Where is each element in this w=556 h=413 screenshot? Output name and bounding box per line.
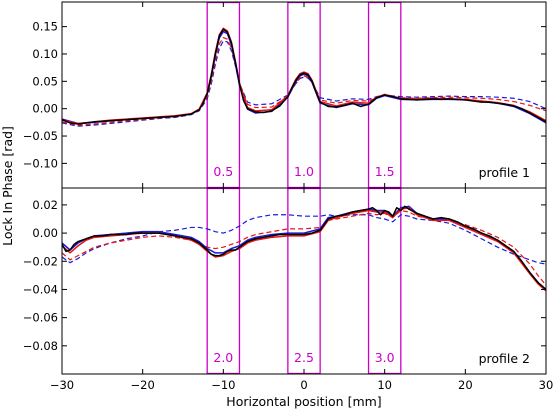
series-line-solid-blue	[62, 30, 546, 125]
plot-frame	[61, 187, 547, 375]
panel-label: profile 1	[479, 165, 530, 180]
y-tick-label: 0.10	[32, 47, 58, 61]
y-tick-label: −0.02	[23, 254, 58, 268]
series-line-solid-black	[62, 205, 546, 291]
series-line-solid-black	[62, 28, 546, 125]
y-tick-label: −0.10	[23, 156, 58, 170]
region-box	[206, 187, 241, 375]
region-box-label: 0.5	[213, 164, 233, 179]
y-tick-label: 0.02	[32, 198, 58, 212]
plot-frame	[61, 1, 547, 189]
series-line-dashed-red	[62, 209, 546, 286]
region-box-label: 2.0	[213, 350, 233, 365]
series-line-solid-blue	[62, 205, 546, 291]
x-tick-label: −10	[211, 378, 235, 392]
x-axis-label: Horizontal position [mm]	[226, 394, 381, 409]
x-axis: −30 −20 −10 0 10 20 30	[50, 378, 553, 392]
y-tick-label: −0.06	[23, 311, 58, 325]
profile-2-panel: 2.0 2.5 3.0 0.02 0.00 −0.02 −0.04 −0.06 −0.08 pro…	[23, 187, 547, 375]
x-tick-label: −20	[131, 378, 155, 392]
region-box-label: 1.0	[294, 164, 314, 179]
x-tick-label: −30	[50, 378, 74, 392]
y-tick-label: −0.05	[23, 129, 58, 143]
x-tick-label: 0	[300, 378, 307, 392]
y-tick-label: 0.15	[32, 20, 58, 34]
series-line-solid-red	[62, 206, 546, 292]
profile-1-panel: 0.5 1.0 1.5 0.15 0.10 0.05 0.00 −0.05 −0.10 profi…	[23, 1, 547, 189]
y-tick-label: −0.08	[23, 339, 58, 353]
region-box	[287, 1, 321, 189]
region-box-label: 3.0	[375, 350, 395, 365]
y-tick-label: −0.04	[23, 282, 58, 296]
series-line-dashed-red	[62, 36, 546, 126]
series-line-dashed-blue	[62, 40, 546, 127]
region-box-label: 1.5	[375, 164, 395, 179]
y-tick-label: 0.05	[32, 74, 58, 88]
panel-label: profile 2	[479, 351, 530, 366]
x-tick-label: 20	[458, 378, 473, 392]
x-tick-label: 10	[377, 378, 392, 392]
x-tick-label: 30	[539, 378, 554, 392]
y-tick-label: 0.00	[32, 102, 58, 116]
series-line-dashed-blue	[62, 214, 546, 265]
y-axis-label: Lock In Phase [rad]	[0, 126, 15, 246]
region-box-label: 2.5	[294, 350, 314, 365]
y-tick-label: 0.00	[32, 226, 58, 240]
